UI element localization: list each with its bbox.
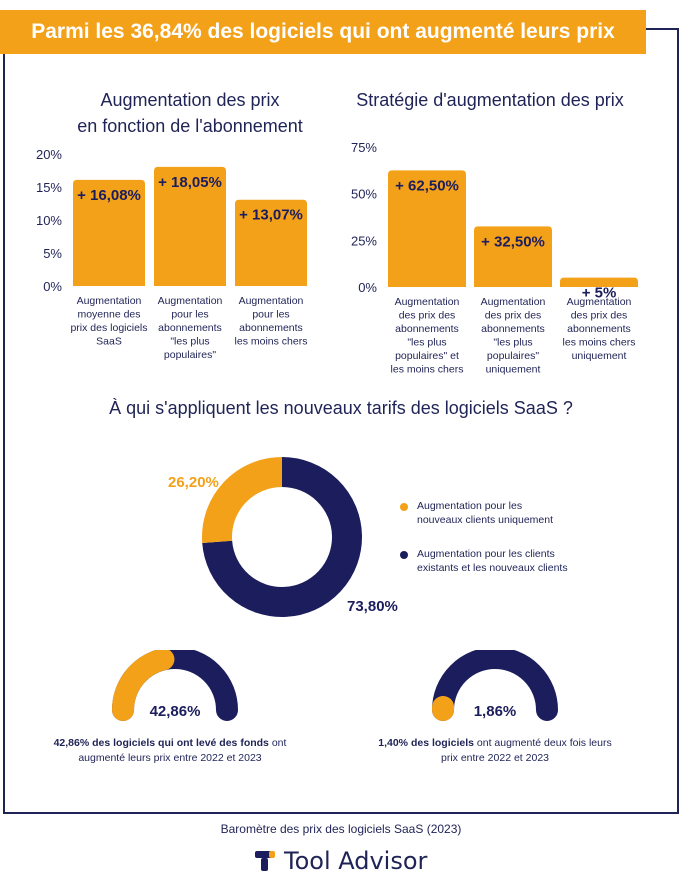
category-label: abonnements: [158, 322, 222, 334]
bar: [388, 170, 466, 287]
bar: [235, 199, 307, 286]
donut-label-new-clients: 26,20%: [168, 474, 219, 491]
donut-label-existing-clients: 73,80%: [347, 598, 398, 615]
brand-name: Tool Advisor: [284, 847, 428, 875]
donut-title: À qui s'appliquent les nouveaux tarifs d…: [109, 398, 573, 418]
header-title: Parmi les 36,84% des logiciels qui ont a…: [31, 20, 615, 43]
legend-dot-new-clients: [400, 503, 408, 511]
category-label: populaires" et: [395, 350, 459, 362]
y-tick-label: 50%: [351, 187, 377, 202]
gauge2-caption: 1,40% des logiciels ont augmenté deux fo…: [370, 736, 620, 766]
header-bar: [0, 10, 646, 54]
category-label: SaaS: [96, 336, 122, 348]
gauge2-caption-rest: ont augmenté deux fois leurs prix entre …: [441, 737, 612, 764]
legend-label-new-clients: Augmentation pour les nouveaux clients u…: [417, 499, 553, 527]
chart1-title: Augmentation des prix en fonction de l'a…: [60, 87, 320, 139]
chart1-title-line-2: en fonction de l'abonnement: [77, 116, 303, 136]
y-tick-label: 25%: [351, 233, 377, 248]
y-tick-label: 20%: [36, 147, 62, 162]
bar-data-label: + 32,50%: [481, 233, 545, 250]
category-label: "les plus: [493, 337, 532, 349]
y-tick-label: 75%: [351, 140, 377, 155]
bar: [474, 226, 552, 287]
category-label: uniquement: [486, 364, 541, 376]
y-tick-label: 5%: [43, 246, 62, 261]
y-tick-label: 15%: [36, 180, 62, 195]
gauge-funded-value: 42,86%: [150, 703, 201, 720]
category-label: abonnements: [239, 322, 303, 334]
category-label: des prix des: [399, 310, 456, 322]
category-label: les moins chers: [235, 336, 308, 348]
category-label: prix des logiciels: [70, 322, 147, 334]
bar-chart-strategy: 0% 25% 50% 75% + 62,50% Augmentation des prix …: [351, 140, 638, 376]
bar-chart-subscription: 0% 5% 10% 15% 20% + 16,08% Augmentation moyenne…: [36, 147, 308, 361]
bar-data-label: + 16,08%: [77, 187, 141, 204]
category-label: pour les: [252, 309, 289, 321]
category-label: populaires": [487, 350, 539, 362]
gauge1-caption-rest: ont augmenté leurs prix entre 2022 et 20…: [78, 737, 287, 764]
category-label: abonnements: [395, 323, 459, 335]
category-label: "les plus: [170, 336, 209, 348]
category-label: populaires": [164, 349, 216, 361]
category-label: moyenne des: [77, 309, 140, 321]
category-label: abonnements: [481, 323, 545, 335]
legend-dot-existing-clients: [400, 551, 408, 559]
category-label: Augmentation: [395, 296, 460, 308]
category-label: les moins chers: [391, 364, 464, 376]
legend-new-clients-line-1: Augmentation pour les: [417, 500, 523, 512]
legend-new-clients-line-2: nouveaux clients uniquement: [417, 514, 554, 526]
bar-data-label: + 62,50%: [395, 177, 459, 194]
donut-slice-existing-clients: [202, 457, 362, 617]
gauge-double-track: [432, 650, 558, 721]
category-label: les moins chers: [563, 337, 636, 349]
bar-data-label: + 18,05%: [158, 174, 222, 191]
category-label: Augmentation: [481, 296, 546, 308]
chart1-title-line-1: Augmentation des prix: [100, 90, 280, 110]
category-label: Augmentation: [77, 295, 142, 307]
gauge-double-value: 1,86%: [474, 703, 517, 720]
gauge-funded-fill: [112, 650, 175, 721]
donut-chart-new-pricing: 26,20% 73,80%: [168, 457, 398, 617]
category-label: Augmentation: [239, 295, 304, 307]
bar: [73, 179, 145, 286]
donut-slice-new-clients: [202, 457, 283, 544]
category-label: des prix des: [485, 310, 542, 322]
category-label: uniquement: [572, 350, 627, 362]
gauge2-caption-bold: 1,40% des logiciels: [378, 737, 474, 749]
gauge-funded-software: 42,86%: [112, 650, 238, 721]
chart2-title: Stratégie d'augmentation des prix: [345, 87, 635, 113]
y-tick-label: 0%: [358, 280, 377, 295]
legend-label-existing-clients: Augmentation pour les clients existants …: [417, 547, 568, 575]
gauge1-caption-bold: 42,86% des logiciels qui ont levé des fo…: [53, 737, 269, 749]
legend-existing-clients-line-1: Augmentation pour les clients: [417, 548, 555, 560]
y-tick-label: 0%: [43, 279, 62, 294]
bar: [560, 277, 638, 287]
gauge-double-increase: 1,86%: [432, 650, 558, 721]
y-tick-label: 10%: [36, 213, 62, 228]
chart2-title-line-1: Stratégie d'augmentation des prix: [356, 90, 624, 110]
category-label: abonnements: [567, 323, 631, 335]
bar: [154, 166, 226, 286]
legend-existing-clients-line-2: existants et les nouveaux clients: [417, 562, 568, 574]
bar-data-label: + 13,07%: [239, 207, 303, 224]
tool-advisor-logo-icon: [255, 851, 275, 871]
category-label: pour les: [171, 309, 208, 321]
bar-data-label: + 5%: [582, 285, 617, 302]
category-label: "les plus: [407, 337, 446, 349]
gauge1-caption: 42,86% des logiciels qui ont levé des fo…: [50, 736, 290, 766]
category-label: Augmentation: [567, 296, 632, 308]
category-label: des prix des: [571, 310, 628, 322]
category-label: Augmentation: [158, 295, 223, 307]
footer-source: Baromètre des prix des logiciels SaaS (2…: [220, 822, 462, 836]
